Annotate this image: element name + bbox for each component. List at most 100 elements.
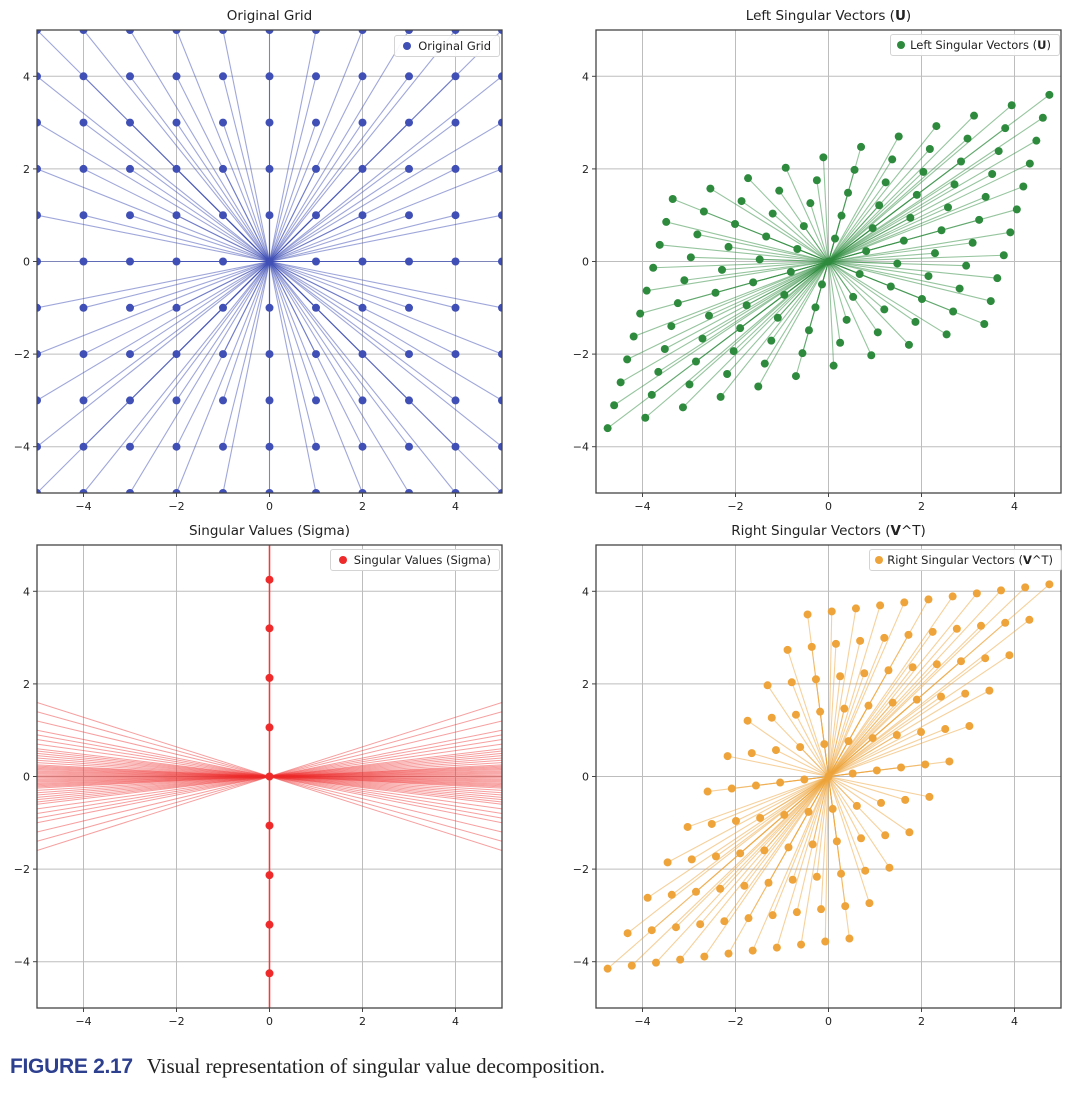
origin-line [828, 261, 885, 310]
x-tick-label: 4 [1011, 1015, 1018, 1028]
data-point [1001, 618, 1010, 627]
legend-marker [403, 42, 412, 50]
data-point [616, 378, 625, 387]
data-point [687, 855, 696, 864]
data-point [919, 167, 928, 176]
data-point [900, 598, 909, 607]
data-point [1025, 615, 1034, 624]
data-point [924, 595, 933, 604]
data-point [405, 350, 413, 359]
chart-svg: −4 −2 0 2 4 −4 −2 0 2 4 [14, 544, 503, 1028]
data-point [219, 489, 227, 493]
origin-line [828, 260, 960, 290]
origin-line [269, 122, 502, 262]
origin-line [631, 776, 829, 967]
data-point [767, 336, 776, 345]
data-point [1005, 651, 1014, 660]
data-point [610, 401, 619, 410]
data-point [172, 257, 181, 266]
data-point [126, 211, 134, 220]
legend: Original Grid [394, 35, 500, 57]
data-point [265, 303, 274, 312]
data-point [932, 660, 941, 669]
data-point [451, 442, 460, 451]
legend-label: Singular Values (Sigma) [353, 553, 491, 567]
origin-line [222, 30, 271, 262]
data-point [678, 403, 687, 412]
origin-line [828, 196, 986, 263]
data-point [629, 332, 638, 341]
data-point [804, 326, 813, 335]
data-point [718, 265, 727, 274]
data-point [265, 396, 274, 405]
data-point [498, 303, 502, 312]
origin-line [828, 776, 910, 833]
data-point [740, 881, 749, 890]
data-point [844, 737, 853, 746]
data-point [126, 164, 134, 173]
origin-line [828, 586, 1026, 777]
origin-line [269, 261, 502, 493]
data-point [908, 663, 917, 672]
data-point [784, 843, 793, 852]
data-point [498, 211, 502, 220]
origin-line [269, 261, 502, 401]
data-point [780, 810, 789, 819]
data-point [358, 442, 367, 451]
data-point [451, 211, 460, 220]
origin-line [689, 261, 829, 385]
data-point [816, 707, 825, 716]
chart-title: Original Grid [226, 8, 313, 24]
x-tick-label: 0 [825, 1015, 832, 1028]
origin-line [828, 666, 914, 777]
data-point [623, 355, 632, 364]
data-point [312, 30, 320, 34]
origin-line [828, 231, 1011, 263]
data-point [804, 807, 813, 816]
data-point [37, 30, 41, 34]
origin-line [83, 122, 270, 262]
data-point [764, 878, 773, 887]
origin-line [828, 760, 950, 778]
legend-marker [338, 556, 347, 564]
data-point [905, 828, 914, 837]
data-point [358, 72, 367, 81]
data-point [671, 923, 680, 932]
origin-line [783, 776, 829, 816]
data-point [126, 118, 134, 127]
origin-line [222, 261, 271, 447]
origin-line [759, 776, 829, 819]
data-point [219, 442, 227, 451]
origin-line [269, 214, 456, 263]
data-point [892, 731, 901, 740]
legend: Left Singular Vectors (U) [890, 34, 1060, 56]
data-point [877, 798, 886, 807]
data-point [742, 301, 751, 310]
origin-line [828, 261, 916, 323]
data-point [768, 209, 777, 218]
origin-line [129, 30, 270, 262]
origin-line [222, 261, 270, 309]
data-point [37, 350, 41, 359]
data-point [126, 489, 134, 493]
chart-svg: −4 −2 0 2 4 −4 −2 0 2 4 [573, 29, 1062, 513]
origin-line [666, 221, 829, 263]
data-point [880, 633, 889, 642]
data-point [886, 282, 895, 291]
data-point [948, 592, 957, 601]
data-point [912, 190, 921, 199]
origin-line [828, 690, 990, 777]
legend: Singular Values (Sigma) [329, 549, 500, 571]
data-point [807, 642, 816, 651]
data-point [963, 134, 972, 143]
origin-line [772, 213, 829, 262]
origin-line [269, 30, 410, 262]
origin-line [268, 261, 364, 493]
chart-svg: −4 −2 0 2 4 −4 −2 0 2 4 [14, 29, 503, 513]
origin-line [269, 214, 410, 263]
origin-line [828, 261, 910, 346]
data-point [1032, 136, 1041, 145]
origin-line [644, 261, 829, 419]
origin-line [269, 260, 502, 355]
data-point [731, 219, 740, 228]
